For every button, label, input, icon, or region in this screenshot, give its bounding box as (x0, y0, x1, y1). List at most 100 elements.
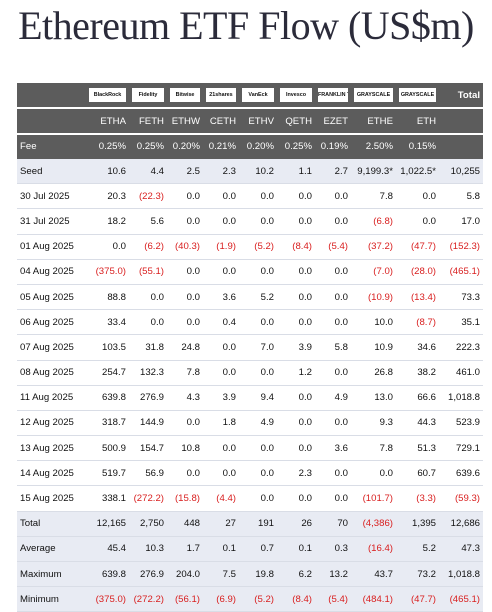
table-row: Seed 10.6 4.4 2.5 2.3 10.2 1.1 2.7 9,199.3* 1,022… (17, 158, 483, 185)
value-cell: 154.7 (129, 435, 167, 462)
value-cell: 26 (277, 511, 315, 537)
value-cell: (10.9) (351, 284, 396, 311)
value-cell: 4.9 (315, 385, 351, 411)
ticker-cell: FETH (129, 108, 167, 135)
table-row: Maximum 639.8 276.9 204.0 7.5 19.8 6.2 13.2 43.7… (17, 561, 483, 588)
value-cell: (465.1) (439, 259, 483, 285)
value-cell: (8.4) (277, 586, 315, 612)
etf-flow-table: BlackRock Fidelity Bitwise 21shares VanEck In… (17, 83, 483, 612)
value-cell: 0.0 (203, 208, 239, 235)
value-cell: 12,686 (439, 511, 483, 537)
table-row: 31 Jul 2025 18.2 5.6 0.0 0.0 0.0 0.0 0.0 (6.8) 0.… (17, 208, 483, 235)
ticker-cell: EZET (315, 108, 351, 135)
value-cell: 60.7 (396, 460, 439, 487)
value-cell: 73.3 (439, 284, 483, 311)
value-cell: 0.7 (239, 536, 277, 563)
issuer-logo-row: BlackRock Fidelity Bitwise 21shares VanEck In… (17, 83, 483, 109)
value-cell: 729.1 (439, 435, 483, 462)
value-cell: 0.0 (203, 360, 239, 386)
value-cell: (6.8) (351, 208, 396, 235)
ticker-cell: QETH (277, 108, 315, 135)
empty-header-cell (439, 108, 483, 135)
row-label: 08 Aug 2025 (17, 360, 86, 386)
empty-header-cell (17, 83, 86, 109)
value-cell: 0.0 (129, 309, 167, 336)
ticker-cell: ETHA (86, 108, 129, 135)
value-cell: (55.1) (129, 259, 167, 285)
ticker-cell: ETHW (167, 108, 203, 135)
value-cell: (28.0) (396, 259, 439, 285)
table-row: 30 Jul 2025 20.3 (22.3) 0.0 0.0 0.0 0.0 0.0 7.8 0… (17, 183, 483, 210)
value-cell: 43.7 (351, 561, 396, 588)
value-cell: 0.0 (277, 410, 315, 437)
table-row: 04 Aug 2025 (375.0) (55.1) 0.0 0.0 0.0 0.0 0.0(… (17, 259, 483, 285)
value-cell: (5.4) (315, 234, 351, 260)
value-cell: 3.6 (315, 435, 351, 462)
value-cell: 0.0 (167, 284, 203, 311)
value-cell: (47.7) (396, 586, 439, 612)
value-cell: 0.0 (396, 208, 439, 235)
value-cell: (4,386) (351, 511, 396, 537)
value-cell: 70 (315, 511, 351, 537)
row-label: 30 Jul 2025 (17, 183, 86, 210)
issuer-logo-cell: 21shares (203, 83, 239, 109)
row-label: 01 Aug 2025 (17, 234, 86, 260)
value-cell: (5.2) (239, 234, 277, 260)
value-cell: 222.3 (439, 334, 483, 361)
value-cell: 12,165 (86, 511, 129, 537)
fee-cell: 0.20% (239, 134, 277, 159)
value-cell: 1.7 (167, 536, 203, 563)
value-cell: 0.0 (239, 460, 277, 487)
table-row: 06 Aug 2025 33.4 0.0 0.0 0.4 0.0 0.0 0.0 10.0 (8.… (17, 309, 483, 336)
value-cell: 0.0 (239, 208, 277, 235)
value-cell: (6.2) (129, 234, 167, 260)
table-row: 13 Aug 2025 500.9 154.7 10.8 0.0 0.0 0.0 3.6 7.8… (17, 435, 483, 462)
table-row: 01 Aug 2025 0.0 (6.2) (40.3) (1.9) (5.2) (8.4)… (17, 234, 483, 260)
value-cell: 144.9 (129, 410, 167, 437)
issuer-logo-cell: GRAYSCALE (396, 83, 439, 109)
value-cell: 5.8 (315, 334, 351, 361)
row-label: 31 Jul 2025 (17, 208, 86, 235)
value-cell: 6.2 (277, 561, 315, 588)
value-cell: 0.0 (167, 309, 203, 336)
value-cell: 1.8 (203, 410, 239, 437)
value-cell: 1.2 (277, 360, 315, 386)
value-cell: 0.0 (203, 259, 239, 285)
value-cell: (22.3) (129, 183, 167, 210)
value-cell: 3.6 (203, 284, 239, 311)
value-cell: 5.2 (239, 284, 277, 311)
value-cell: 35.1 (439, 309, 483, 336)
value-cell: 500.9 (86, 435, 129, 462)
issuer-logo: GRAYSCALE (354, 88, 393, 102)
value-cell: (1.9) (203, 234, 239, 260)
value-cell: 10.0 (351, 309, 396, 336)
value-cell: 276.9 (129, 385, 167, 411)
value-cell: 26.8 (351, 360, 396, 386)
value-cell: 103.5 (86, 334, 129, 361)
value-cell: 132.3 (129, 360, 167, 386)
ticker-cell: ETHV (239, 108, 277, 135)
value-cell: 0.0 (167, 410, 203, 437)
value-cell: 10,255 (439, 158, 483, 185)
value-cell: 34.6 (396, 334, 439, 361)
value-cell: 318.7 (86, 410, 129, 437)
value-cell: 0.0 (167, 259, 203, 285)
ticker-cell: ETHE (351, 108, 396, 135)
value-cell: 0.0 (239, 485, 277, 512)
issuer-logo-cell: Bitwise (167, 83, 203, 109)
value-cell: 0.0 (129, 284, 167, 311)
issuer-logo-cell: Invesco (277, 83, 315, 109)
value-cell: 10.9 (351, 334, 396, 361)
value-cell: 13.2 (315, 561, 351, 588)
value-cell: (47.7) (396, 234, 439, 260)
value-cell: 5.8 (439, 183, 483, 210)
table-row: 12 Aug 2025 318.7 144.9 0.0 1.8 4.9 0.0 0.0 9.3 4… (17, 410, 483, 437)
issuer-logo: Bitwise (170, 88, 200, 102)
value-cell: 0.0 (315, 309, 351, 336)
value-cell: 24.8 (167, 334, 203, 361)
value-cell: (152.3) (439, 234, 483, 260)
value-cell: 5.6 (129, 208, 167, 235)
table-row: Total 12,165 2,750 448 27 191 26 70 (4,386) 1,395… (17, 511, 483, 537)
value-cell: 3.9 (277, 334, 315, 361)
value-cell: (37.2) (351, 234, 396, 260)
